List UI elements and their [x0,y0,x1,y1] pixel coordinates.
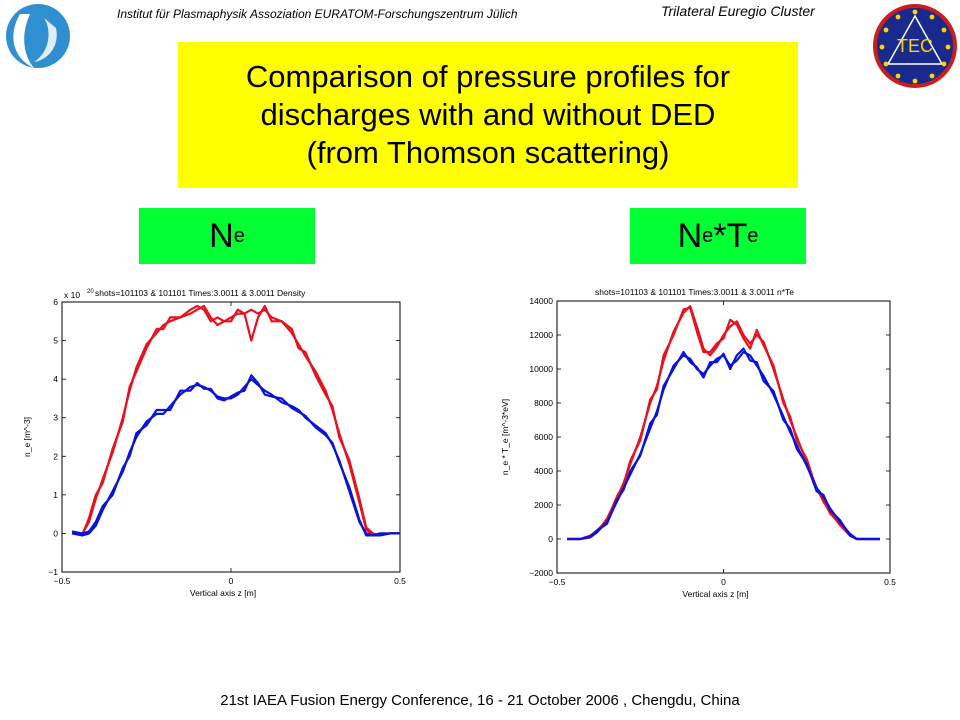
y-tick-label: 0 [548,534,553,544]
tec-logo-text: TEC [897,36,933,56]
x-tick-label: 0.5 [394,576,406,586]
y-tick-label: 10000 [529,364,553,374]
y-axis-label: n_e [m^-3] [22,417,32,457]
pressure-chart: shots=101103 & 101101 Times:3.0011 & 3.0… [500,287,896,599]
y-tick-label: 6 [53,297,58,307]
x-tick-label: 0 [721,577,726,587]
y-tick-label: 0 [53,528,58,538]
y-multiplier-exp: 20 [87,289,94,295]
y-tick-label: 14000 [529,296,553,306]
fzj-logo-icon [6,4,70,68]
y-tick-label: 12000 [529,330,553,340]
y-multiplier: x 10 [64,290,80,300]
series-line-1 [71,304,400,537]
conference-footer: 21st IAEA Fusion Energy Conference, 16 -… [220,692,740,709]
label-pressure-main1: N [677,216,703,255]
y-tick-label: 4000 [534,466,553,476]
series-line-0 [72,304,400,537]
series-line-2 [71,377,400,537]
y-tick-label: 6000 [534,432,553,442]
label-density-main: N [209,216,234,255]
y-tick-label: 5 [53,336,58,346]
chart-title: shots=101103 & 101101 Times:3.0011 & 3.0… [595,287,794,297]
plot-frame [61,301,401,573]
x-tick-label: 0.5 [884,577,896,587]
y-tick-label: 2 [53,451,58,461]
y-tick-label: 8000 [534,398,553,408]
series-line-2 [567,350,880,541]
label-pressure-mid: *T [713,216,748,255]
chart-title: shots=101103 & 101101 Times:3.0011 & 3.0… [95,288,306,298]
slide-title: Comparison of pressure profiles for disc… [245,59,731,170]
y-tick-label: 3 [53,413,58,423]
label-pressure-sub2: e [747,224,759,247]
plot-frame [556,300,891,574]
label-pressure-sub1: e [702,224,714,247]
institute-name: Institut für Plasmaphysik Assoziation EU… [117,7,518,21]
series-line-3 [71,374,400,537]
y-axis-label: n_e * T_e [m^-3*eV] [500,399,510,475]
y-tick-label: −2000 [529,568,553,578]
cluster-name: Trilateral Euregio Cluster [661,3,815,19]
label-density-sub: e [233,224,245,247]
series-line-1 [567,306,880,541]
density-chart: shots=101103 & 101101 Times:3.0011 & 3.0… [22,288,406,598]
x-axis-label: Vertical axis z [m] [190,588,256,598]
series-line-3 [567,347,880,541]
y-tick-label: −1 [48,567,58,577]
tec-logo-icon: TEC [873,4,957,88]
y-tick-label: 4 [53,374,58,384]
x-tick-label: −0.5 [54,576,71,586]
x-tick-label: −0.5 [549,577,566,587]
y-tick-label: 2000 [534,500,553,510]
x-axis-label: Vertical axis z [m] [682,589,748,599]
y-tick-label: 1 [53,490,58,500]
title-box: Comparison of pressure profiles for disc… [178,42,798,188]
x-tick-label: 0 [229,576,234,586]
